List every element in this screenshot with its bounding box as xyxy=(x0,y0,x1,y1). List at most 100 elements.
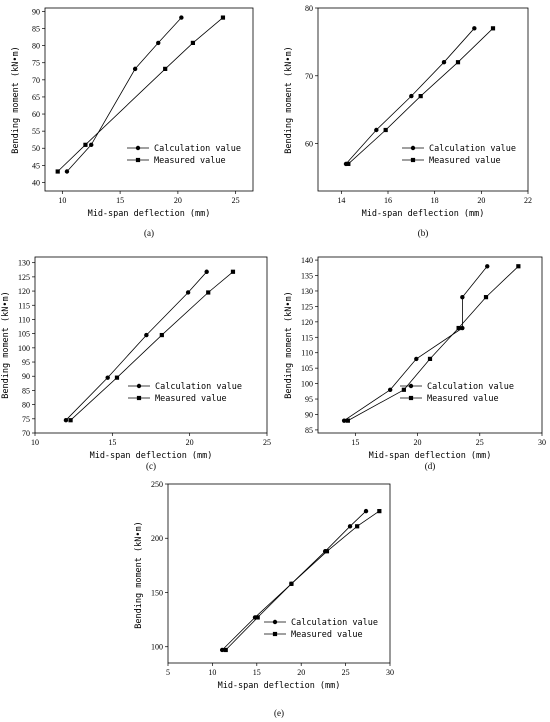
y-tick-label: 100 xyxy=(151,643,163,652)
legend: Calculation value Measured value xyxy=(400,382,514,404)
data-point-calculation xyxy=(460,294,465,300)
data-point-measured xyxy=(516,264,521,269)
data-point-calculation xyxy=(63,418,69,423)
data-point-measured xyxy=(206,290,211,295)
data-point-measured xyxy=(83,142,88,147)
y-tick-label: 105 xyxy=(301,364,313,373)
data-point-measured xyxy=(355,524,360,529)
plot-frame xyxy=(167,483,391,664)
x-axis-label: Mid-span deflection (mm) xyxy=(218,681,341,691)
x-tick-label: 15 xyxy=(108,438,116,447)
data-point-calculation xyxy=(460,325,465,331)
y-tick-label: 100 xyxy=(18,344,30,353)
y-tick-label: 45 xyxy=(32,161,40,170)
data-point-measured xyxy=(490,26,496,31)
x-tick-label: 25 xyxy=(232,196,240,205)
data-point-measured xyxy=(255,615,260,620)
y-tick-label: 120 xyxy=(301,318,313,327)
x-axis-label: Mid-span deflection (mm) xyxy=(369,451,492,461)
y-axis-label: Bending moment (kN•m) xyxy=(1,291,11,398)
y-tick-label: 90 xyxy=(22,372,30,381)
legend-label: Calculation value xyxy=(154,144,241,154)
y-tick-label: 200 xyxy=(151,534,163,543)
y-tick-label: 90 xyxy=(32,7,40,16)
data-point-calculation xyxy=(441,60,447,65)
y-tick-label: 85 xyxy=(32,25,40,34)
legend-label: Calculation value xyxy=(427,382,514,392)
data-point-measured xyxy=(230,269,236,274)
panel-label: (c) xyxy=(146,461,156,471)
x-tick-label: 30 xyxy=(538,438,546,447)
plot-frame xyxy=(34,256,268,434)
y-tick-label: 40 xyxy=(32,178,40,187)
x-tick-label: 14 xyxy=(337,196,345,205)
y-tick-label: 115 xyxy=(301,333,313,342)
x-tick-label: 22 xyxy=(524,196,532,205)
y-tick-label: 130 xyxy=(301,287,313,296)
x-tick-label: 25 xyxy=(476,438,484,447)
x-axis-label: Mid-span deflection (mm) xyxy=(88,209,211,219)
y-tick-label: 110 xyxy=(18,315,30,324)
y-tick-label: 55 xyxy=(32,127,40,136)
panel-label: (e) xyxy=(274,708,284,718)
y-axis-label: Bending moment (kN•m) xyxy=(284,46,294,153)
data-point-measured xyxy=(159,332,164,338)
data-point-calculation xyxy=(219,647,225,653)
legend-label: Measured value xyxy=(427,394,499,404)
y-tick-label: 70 xyxy=(305,72,313,81)
x-axis-label: Mid-span deflection (mm) xyxy=(90,451,213,461)
data-point-measured xyxy=(456,325,461,331)
x-tick-label: 16 xyxy=(384,196,392,205)
x-tick-label: 15 xyxy=(116,196,124,205)
x-tick-label: 5 xyxy=(166,668,170,677)
panel-label: (a) xyxy=(144,228,154,238)
y-tick-label: 125 xyxy=(18,273,30,282)
x-tick-label: 20 xyxy=(297,668,305,677)
legend-label: Measured value xyxy=(291,630,363,640)
y-tick-label: 70 xyxy=(32,76,40,85)
data-point-measured xyxy=(483,295,489,300)
y-tick-label: 80 xyxy=(22,401,30,410)
data-point-measured xyxy=(401,387,406,392)
y-axis-label: Bending moment (kN•m) xyxy=(11,46,21,153)
data-point-measured xyxy=(383,127,388,133)
data-point-measured xyxy=(346,161,351,166)
x-tick-label: 20 xyxy=(414,438,422,447)
x-tick-label: 25 xyxy=(342,668,350,677)
legend-label: Calculation value xyxy=(155,382,242,392)
data-point-measured xyxy=(455,60,461,65)
y-tick-label: 150 xyxy=(151,588,163,597)
plot-frame xyxy=(317,256,543,434)
y-tick-label: 80 xyxy=(305,4,313,13)
data-point-calculation xyxy=(89,142,94,148)
data-point-calculation xyxy=(347,524,353,529)
y-tick-label: 135 xyxy=(301,272,313,281)
data-point-measured xyxy=(223,647,228,653)
data-point-measured xyxy=(68,418,73,423)
y-tick-label: 250 xyxy=(151,480,163,489)
legend-marker-circle xyxy=(410,145,416,151)
legend-label: Calculation value xyxy=(429,144,516,154)
data-point-measured xyxy=(377,509,382,514)
y-tick-label: 50 xyxy=(32,144,40,153)
chart-panel-4: 15 20 25 30 85 90 95 100 105 110 115 120 125 130 135 14… xyxy=(284,256,546,471)
y-tick-label: 75 xyxy=(22,415,30,424)
legend-label: Calculation value xyxy=(291,618,378,628)
y-tick-label: 130 xyxy=(18,259,30,268)
legend-label: Measured value xyxy=(154,156,226,166)
data-point-measured xyxy=(324,549,330,554)
series-line-calculation xyxy=(343,266,488,421)
y-tick-label: 75 xyxy=(32,59,40,68)
y-tick-label: 140 xyxy=(301,256,313,265)
plot-frame xyxy=(317,7,529,192)
y-tick-label: 60 xyxy=(32,110,40,119)
data-point-calculation xyxy=(414,356,419,362)
y-tick-label: 115 xyxy=(18,301,30,310)
panel-label: (b) xyxy=(418,228,429,238)
data-point-calculation xyxy=(185,290,191,295)
legend-marker-square xyxy=(272,631,278,637)
data-point-calculation xyxy=(156,40,161,46)
legend-marker-square xyxy=(135,157,141,163)
series-line-measured xyxy=(225,510,380,651)
